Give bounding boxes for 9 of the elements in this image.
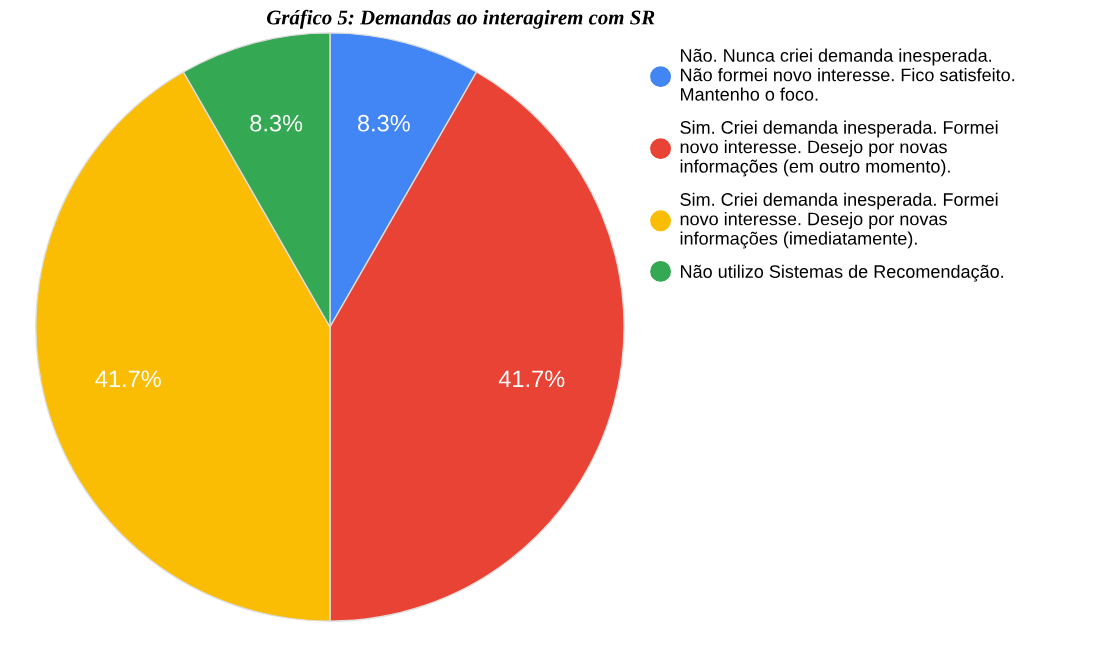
data-label: 41.7% [498,370,565,388]
legend-label: Não utilizo Sistemas de Recomendação. [681,264,1004,282]
chart-title: Gráfico 5: Demandas ao interagirem com SR [267,9,655,29]
legend-label: Sim. Criei demanda inesperada. Formei novo interesse. Desejo por novas informações (imediatamente). [680,192,998,249]
legend-label: Sim. Criei demanda inesperada. Formei novo interesse. Desejo por novas informações (em outro momento). [680,120,998,177]
data-label: 8.3% [250,114,303,132]
legend-label: Não. Nunca criei demanda inesperada. Não formei novo interesse. Fico satisfeito. Mantenho o foco. [681,48,1015,101]
data-label: 8.3% [357,114,410,132]
data-label: 41.7% [95,370,161,388]
